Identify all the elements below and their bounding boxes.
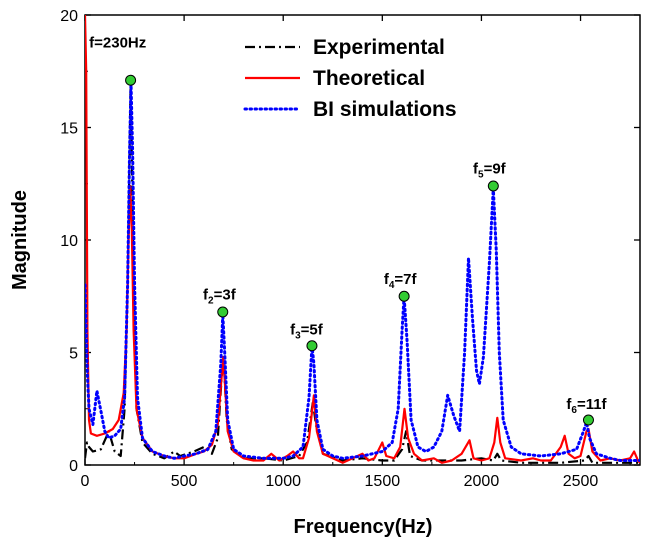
harmonic-label: f4=7f — [384, 271, 418, 291]
y-axis-ticks: 0 5 10 15 20 — [60, 8, 640, 475]
harmonic-marker — [125, 74, 137, 86]
series-line-experimental — [85, 81, 640, 464]
harmonic-marker — [398, 290, 410, 302]
series-layer — [85, 15, 640, 464]
y-tick-label: 15 — [60, 121, 78, 138]
x-tick-label: 2500 — [563, 473, 599, 490]
legend-label: Theoretical — [313, 67, 425, 90]
harmonic-marker — [582, 414, 594, 426]
x-tick-label: 2000 — [464, 473, 500, 490]
legend: Experimental Theoretical BI simulations — [243, 36, 457, 121]
y-tick-label: 10 — [60, 233, 78, 250]
x-tick-label: 1000 — [265, 473, 301, 490]
legend-label: Experimental — [313, 36, 445, 59]
y-tick-label: 0 — [69, 458, 78, 475]
x-tick-label: 500 — [171, 473, 198, 490]
harmonic-marker — [217, 306, 229, 318]
harmonic-label: f3=5f — [290, 322, 324, 342]
x-axis-title: Frequency(Hz) — [294, 516, 433, 538]
x-axis-ticks: 0 500 1000 1500 2000 2500 — [81, 15, 631, 490]
harmonic-label: f=230Hz — [89, 35, 146, 52]
y-axis-title: Magnitude — [9, 190, 31, 290]
x-tick-label: 0 — [81, 473, 90, 490]
legend-label: BI simulations — [313, 98, 457, 121]
marker-layer: f=230Hz f2=3f f3=5f f4=7f f5=9f f6=11f — [89, 35, 608, 426]
y-tick-label: 5 — [69, 346, 78, 363]
harmonic-label: f2=3f — [203, 287, 237, 307]
x-tick-label: 1500 — [365, 473, 401, 490]
series-line-bi-simulations — [85, 81, 640, 462]
harmonic-marker — [306, 340, 318, 352]
y-tick-label: 20 — [60, 8, 78, 25]
harmonic-marker — [487, 180, 499, 192]
harmonic-label: f6=11f — [566, 396, 607, 416]
harmonic-label: f5=9f — [473, 161, 507, 181]
